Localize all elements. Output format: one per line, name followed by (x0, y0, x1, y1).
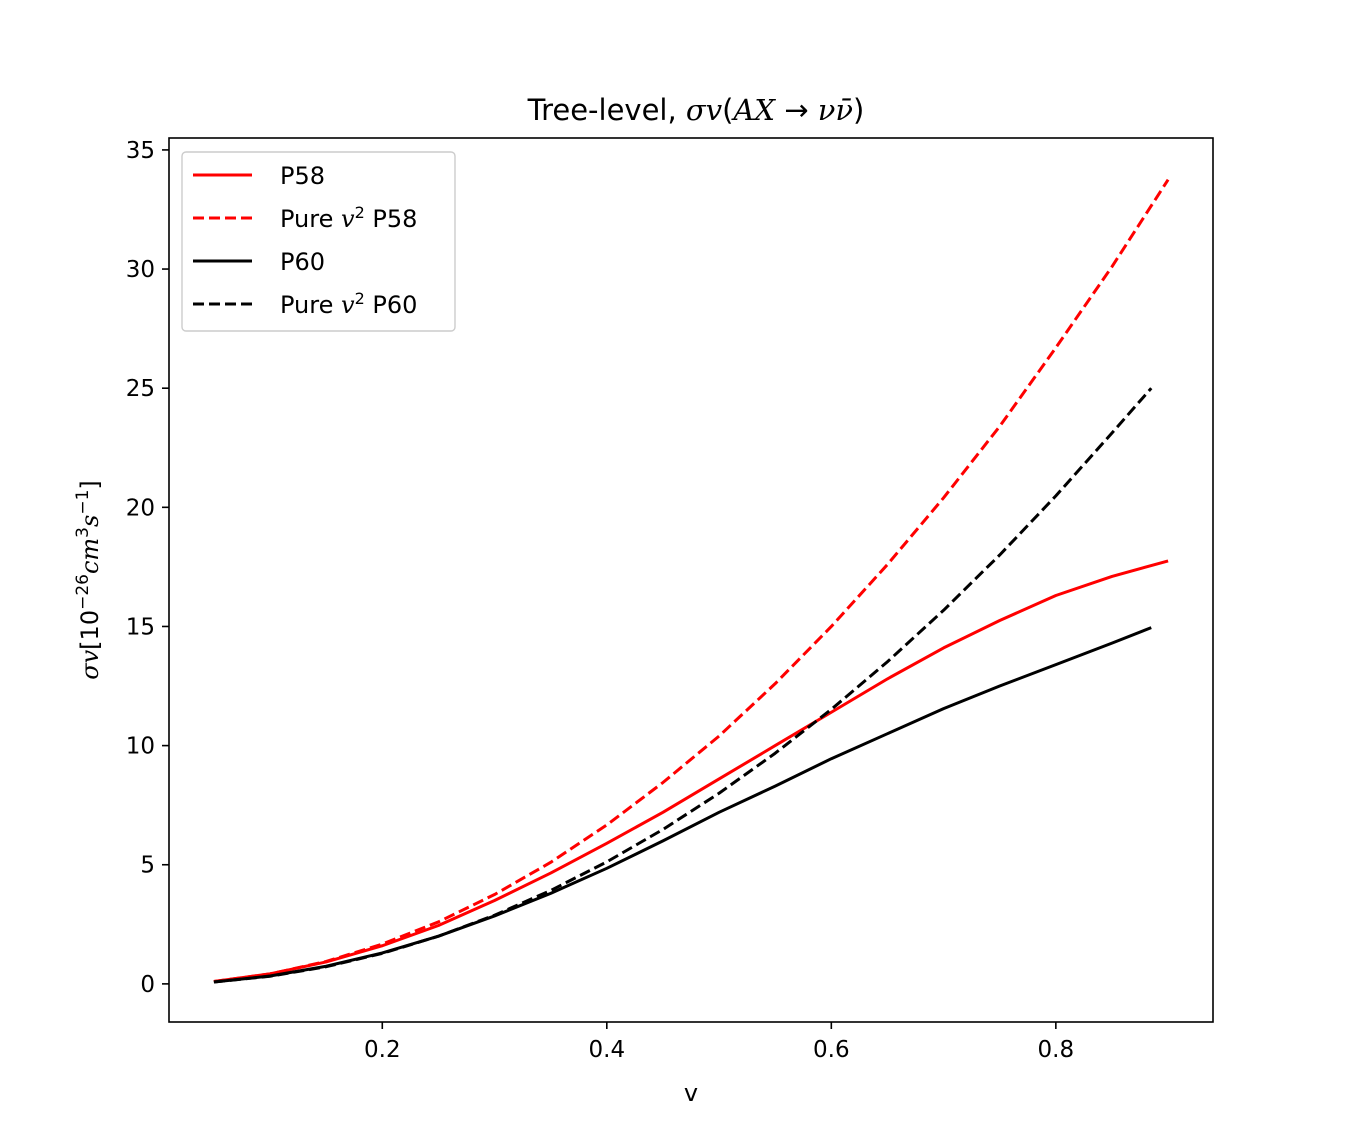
y-tick-label: 20 (126, 495, 155, 521)
x-tick-label: 0.8 (1038, 1037, 1075, 1063)
x-tick-label: 0.6 (813, 1037, 850, 1063)
y-tick-label: 0 (140, 972, 155, 998)
x-axis-ticks: 0.2 0.4 0.6 0.8 (364, 1022, 1074, 1063)
series-line-4 (213, 387, 1153, 984)
x-axis-label: v (684, 1079, 698, 1107)
plot-frame (168, 137, 1214, 1023)
y-tick-label: 5 (140, 853, 155, 879)
chart-title: Tree-level, σv(AX → νν̄) (527, 93, 865, 127)
y-tick-label: 25 (126, 376, 155, 402)
y-tick-label: 30 (126, 257, 155, 283)
series-line-2 (213, 178, 1170, 983)
legend-label: P60 (280, 248, 325, 276)
legend-label: P58 (280, 162, 325, 190)
legend-label: Pure v2 P58 (280, 203, 417, 234)
y-tick-label: 15 (126, 614, 155, 640)
legend-label: Pure v2 P60 (280, 289, 417, 320)
x-tick-label: 0.2 (364, 1037, 401, 1063)
y-tick-label: 35 (126, 138, 155, 164)
y-tick-label: 10 (126, 734, 155, 760)
x-tick-label: 0.4 (589, 1037, 626, 1063)
legend: P58 Pure v2 P58 P60 Pure v2 P60 (181, 151, 456, 332)
legend-box (181, 151, 456, 332)
legend-items: P58 Pure v2 P58 P60 Pure v2 P60 (193, 162, 417, 319)
y-axis-label: σv[10−26cm3s−1] (73, 480, 104, 680)
series-layer (213, 178, 1170, 984)
y-axis-ticks: 0 5 10 15 20 25 30 35 (126, 138, 169, 998)
